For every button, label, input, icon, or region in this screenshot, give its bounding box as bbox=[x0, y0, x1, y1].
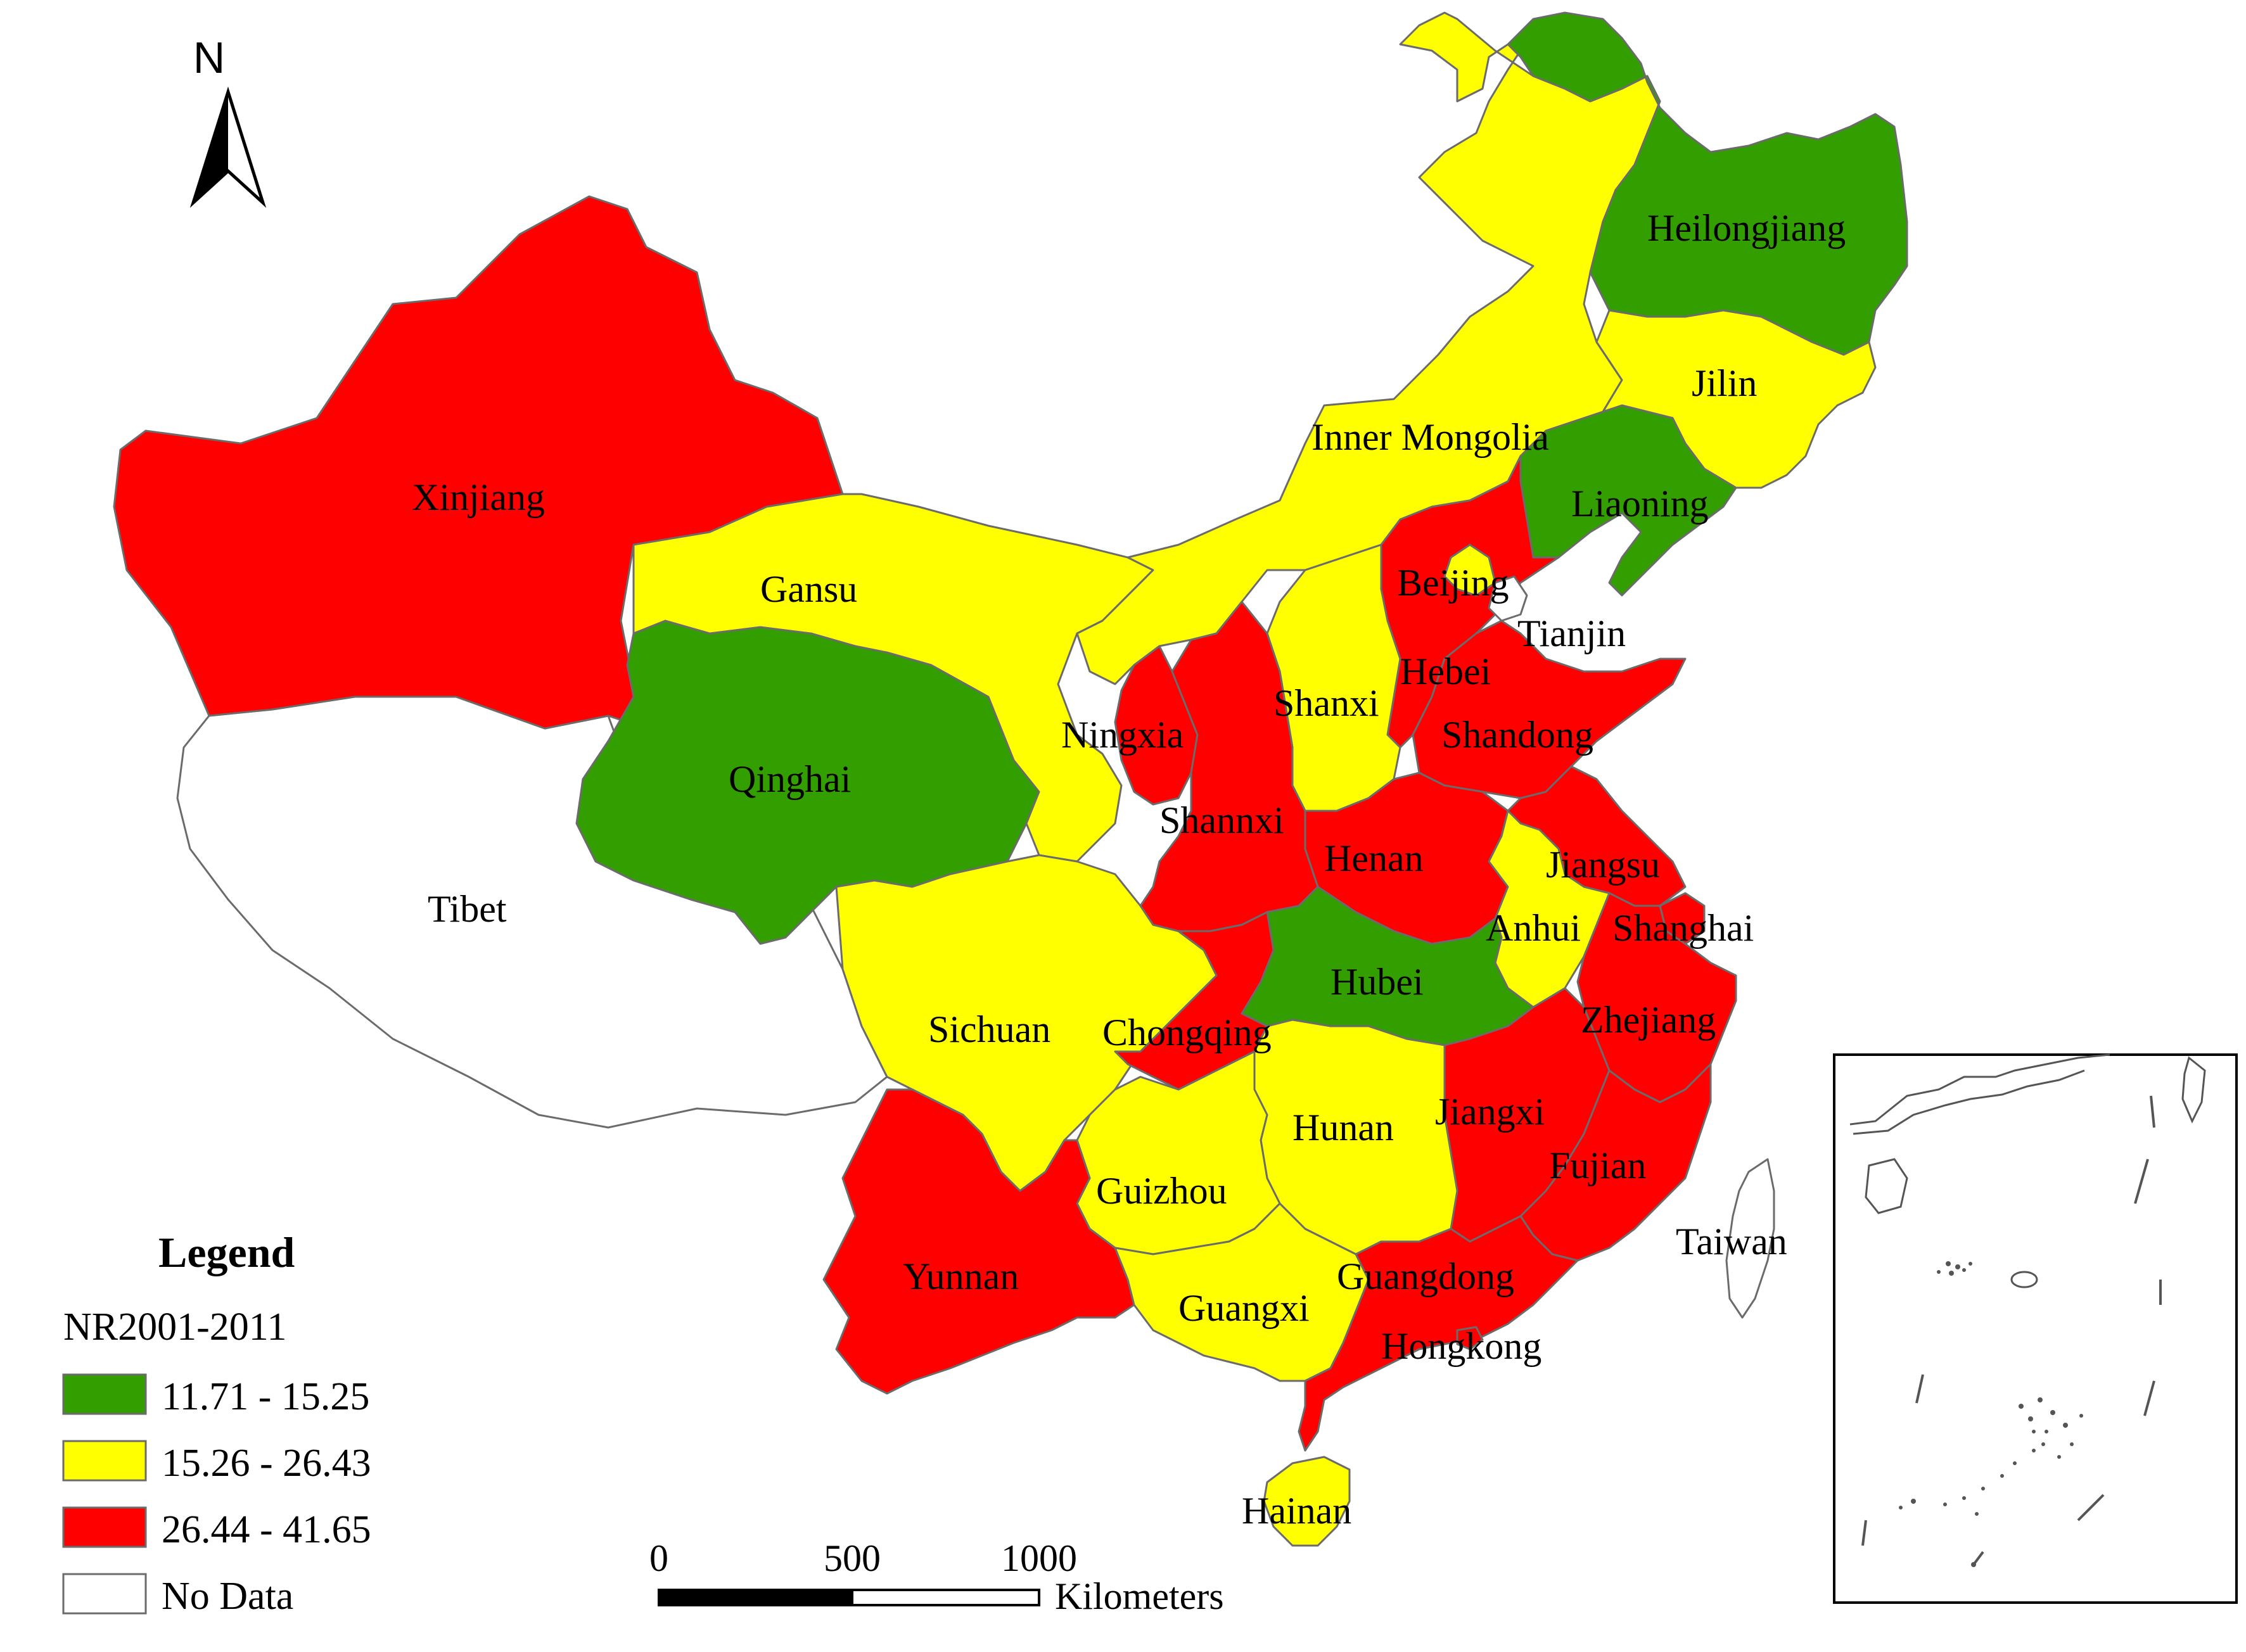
inset-taiwan bbox=[2181, 1056, 2206, 1124]
north-arrow-label: N bbox=[193, 33, 226, 82]
scale-tick-500: 500 bbox=[824, 1537, 881, 1579]
label-jiangxi: Jiangxi bbox=[1435, 1091, 1545, 1133]
inset-islands-spratly bbox=[1899, 1397, 2083, 1567]
inset-nine-dash-line bbox=[1861, 1095, 2162, 1566]
province-hongkong[interactable] bbox=[1456, 1326, 1484, 1350]
label-liaoning: Liaoning bbox=[1571, 483, 1709, 524]
label-inner-mongolia: Inner Mongolia bbox=[1311, 416, 1549, 458]
province-taiwan[interactable] bbox=[1725, 1158, 1775, 1319]
province-guangdong[interactable] bbox=[1298, 1215, 1579, 1452]
legend-title: Legend bbox=[158, 1228, 295, 1276]
legend-field: NR2001-2011 bbox=[63, 1306, 286, 1349]
label-tianjin: Tianjin bbox=[1517, 613, 1626, 654]
label-taiwan: Taiwan bbox=[1676, 1221, 1787, 1262]
province-yunnan[interactable] bbox=[822, 1088, 1135, 1395]
label-qinghai: Qinghai bbox=[729, 758, 851, 800]
scale-unit: Kilometers bbox=[1055, 1575, 1224, 1617]
province-shapes bbox=[113, 11, 1908, 1547]
scale-bar-segment-light bbox=[851, 1589, 1040, 1606]
label-gansu: Gansu bbox=[760, 568, 857, 610]
scale-bar-segment-dark bbox=[659, 1590, 852, 1605]
province-hainan[interactable] bbox=[1263, 1456, 1351, 1547]
legend-swatch-nodata bbox=[62, 1573, 147, 1615]
label-hainan: Hainan bbox=[1242, 1490, 1351, 1532]
legend-swatch-class1 bbox=[62, 1373, 147, 1415]
label-jilin: Jilin bbox=[1692, 362, 1757, 404]
inset-hainan bbox=[1865, 1158, 1908, 1214]
label-tibet: Tibet bbox=[428, 888, 507, 930]
legend-label-class3: 26.44 - 41.65 bbox=[162, 1508, 371, 1551]
label-shandong: Shandong bbox=[1441, 714, 1593, 756]
label-guangdong: Guangdong bbox=[1337, 1255, 1514, 1297]
scale-tick-0: 0 bbox=[649, 1537, 668, 1579]
legend-label-class1: 11.71 - 15.25 bbox=[162, 1375, 369, 1418]
label-jiangsu: Jiangsu bbox=[1546, 844, 1660, 886]
legend-swatch-class2 bbox=[62, 1440, 147, 1482]
province-fujian[interactable] bbox=[1519, 1063, 1712, 1262]
label-beijing: Beijing bbox=[1397, 562, 1509, 604]
province-tianjin[interactable] bbox=[1488, 575, 1528, 622]
inset-coastline bbox=[1849, 1053, 2110, 1126]
inset-map-south-china-sea bbox=[1833, 1053, 2238, 1604]
label-shanxi: Shanxi bbox=[1273, 682, 1379, 724]
legend-swatch-class3 bbox=[62, 1506, 147, 1548]
label-yunnan: Yunnan bbox=[903, 1255, 1019, 1297]
inset-islands-paracel bbox=[1937, 1261, 1972, 1276]
label-anhui: Anhui bbox=[1486, 907, 1581, 949]
label-guizhou: Guizhou bbox=[1096, 1170, 1227, 1212]
scale-bar-frame bbox=[658, 1589, 1040, 1606]
label-shanghai: Shanghai bbox=[1612, 907, 1754, 949]
label-hongkong: Hongkong bbox=[1381, 1325, 1541, 1367]
province-labels: Heilongjiang Jilin Inner Mongolia Liaoni… bbox=[412, 207, 1846, 1532]
label-guangxi: Guangxi bbox=[1178, 1287, 1310, 1329]
label-xinjiang: Xinjiang bbox=[412, 476, 545, 518]
label-hunan: Hunan bbox=[1292, 1107, 1394, 1148]
province-beijing[interactable] bbox=[1443, 543, 1496, 597]
inset-island bbox=[2010, 1271, 2038, 1288]
label-zhejiang: Zhejiang bbox=[1581, 999, 1716, 1041]
label-ningxia: Ningxia bbox=[1061, 714, 1184, 756]
scale-bar: 0 500 1000 Kilometers bbox=[649, 1537, 1224, 1617]
label-hebei: Hebei bbox=[1400, 651, 1491, 692]
north-arrow: N bbox=[189, 33, 267, 208]
legend-label-nodata: No Data bbox=[162, 1575, 293, 1618]
province-shandong[interactable] bbox=[1412, 620, 1687, 799]
label-sichuan: Sichuan bbox=[928, 1008, 1050, 1050]
inset-frame bbox=[1833, 1053, 2238, 1604]
label-hubei: Hubei bbox=[1330, 961, 1424, 1003]
inset-coastline-south bbox=[1853, 1069, 2085, 1135]
legend: Legend NR2001-2011 11.71 - 15.25 15.26 -… bbox=[62, 1228, 371, 1618]
label-chongqing: Chongqing bbox=[1102, 1012, 1272, 1053]
north-arrow-shaded-half bbox=[193, 92, 228, 203]
label-fujian: Fujian bbox=[1549, 1145, 1646, 1186]
legend-label-class2: 15.26 - 26.43 bbox=[162, 1442, 371, 1485]
label-shannxi: Shannxi bbox=[1159, 799, 1284, 841]
scale-tick-1000: 1000 bbox=[1001, 1537, 1077, 1579]
label-henan: Henan bbox=[1324, 837, 1424, 879]
label-heilongjiang: Heilongjiang bbox=[1647, 207, 1846, 249]
